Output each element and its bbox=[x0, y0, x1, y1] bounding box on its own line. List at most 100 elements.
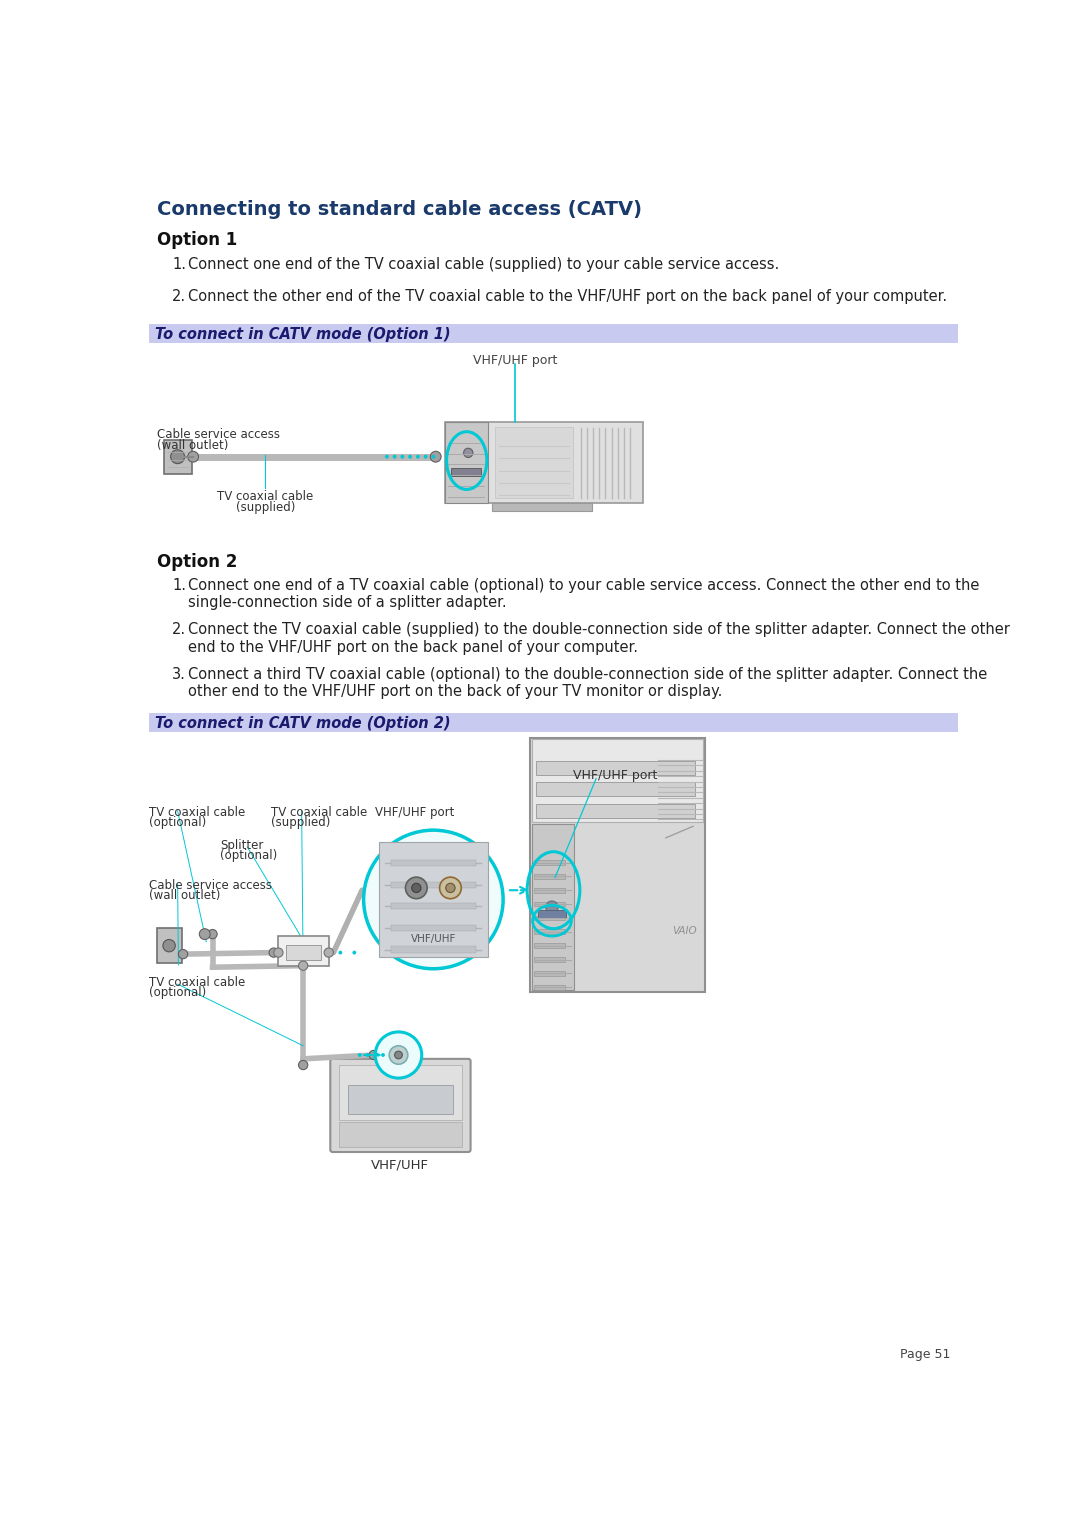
Text: TV coaxial cable: TV coaxial cable bbox=[271, 805, 367, 819]
Bar bbox=[157, 927, 181, 963]
Circle shape bbox=[374, 1053, 377, 1057]
Text: Connect one end of a TV coaxial cable (optional) to your cable service access. C: Connect one end of a TV coaxial cable (o… bbox=[188, 578, 980, 610]
Circle shape bbox=[463, 448, 473, 457]
Text: Option 2: Option 2 bbox=[157, 553, 238, 571]
Circle shape bbox=[394, 1051, 403, 1059]
Circle shape bbox=[545, 902, 558, 914]
Circle shape bbox=[408, 455, 413, 458]
Text: (supplied): (supplied) bbox=[271, 816, 330, 828]
Text: (supplied): (supplied) bbox=[235, 501, 295, 513]
Circle shape bbox=[352, 950, 356, 955]
Bar bbox=[391, 882, 476, 888]
Circle shape bbox=[298, 961, 308, 970]
Circle shape bbox=[423, 455, 428, 458]
Bar bbox=[538, 911, 566, 918]
Circle shape bbox=[381, 1053, 384, 1057]
Circle shape bbox=[375, 1031, 422, 1079]
Bar bbox=[537, 761, 696, 775]
Circle shape bbox=[200, 929, 211, 940]
Text: (optional): (optional) bbox=[149, 816, 206, 828]
Text: VHF/UHF port: VHF/UHF port bbox=[375, 805, 455, 819]
Bar bbox=[286, 944, 321, 960]
Circle shape bbox=[389, 1045, 408, 1063]
Circle shape bbox=[357, 1053, 362, 1057]
Text: (optional): (optional) bbox=[149, 987, 206, 999]
Text: Cable service access: Cable service access bbox=[157, 428, 280, 442]
Text: Connecting to standard cable access (CATV): Connecting to standard cable access (CAT… bbox=[157, 200, 642, 220]
Bar bbox=[535, 915, 565, 920]
Text: TV coaxial cable: TV coaxial cable bbox=[149, 805, 245, 819]
Text: 2.: 2. bbox=[172, 622, 187, 637]
Bar bbox=[445, 422, 488, 503]
Circle shape bbox=[298, 1060, 308, 1070]
Bar bbox=[149, 714, 958, 732]
Bar bbox=[535, 943, 565, 947]
Circle shape bbox=[171, 449, 185, 463]
Circle shape bbox=[430, 451, 441, 461]
Text: VAIO: VAIO bbox=[672, 926, 697, 937]
Text: VHF/UHF: VHF/UHF bbox=[410, 934, 456, 944]
Bar bbox=[491, 503, 592, 510]
Bar bbox=[535, 902, 565, 906]
Circle shape bbox=[163, 940, 175, 952]
Bar bbox=[537, 782, 696, 796]
Bar bbox=[496, 426, 572, 498]
Circle shape bbox=[440, 877, 461, 898]
Bar bbox=[391, 946, 476, 952]
Bar bbox=[535, 874, 565, 879]
Text: Connect a third TV coaxial cable (optional) to the double-connection side of the: Connect a third TV coaxial cable (option… bbox=[188, 666, 987, 700]
Bar bbox=[379, 842, 488, 957]
Text: Connect one end of the TV coaxial cable (supplied) to your cable service access.: Connect one end of the TV coaxial cable … bbox=[188, 257, 779, 272]
Circle shape bbox=[178, 949, 188, 958]
Bar bbox=[531, 824, 575, 990]
Circle shape bbox=[273, 947, 283, 957]
Text: Connect the TV coaxial cable (supplied) to the double-connection side of the spl: Connect the TV coaxial cable (supplied) … bbox=[188, 622, 1010, 654]
Bar bbox=[535, 972, 565, 976]
Bar bbox=[445, 422, 643, 503]
Bar bbox=[391, 903, 476, 909]
Text: Splitter: Splitter bbox=[220, 839, 264, 853]
Circle shape bbox=[416, 455, 420, 458]
Text: VHF/UHF port: VHF/UHF port bbox=[572, 769, 658, 781]
Circle shape bbox=[446, 883, 455, 892]
Circle shape bbox=[365, 1053, 369, 1057]
Text: VHF/UHF port: VHF/UHF port bbox=[473, 354, 557, 367]
Bar bbox=[339, 1065, 462, 1120]
Circle shape bbox=[431, 455, 435, 458]
Text: 2.: 2. bbox=[172, 289, 187, 304]
Circle shape bbox=[401, 455, 404, 458]
Circle shape bbox=[364, 830, 503, 969]
Circle shape bbox=[338, 950, 342, 955]
Bar bbox=[535, 888, 565, 892]
Text: (wall outlet): (wall outlet) bbox=[157, 439, 228, 452]
Circle shape bbox=[411, 883, 421, 892]
Bar bbox=[451, 468, 481, 475]
Text: Cable service access: Cable service access bbox=[149, 879, 272, 892]
Circle shape bbox=[179, 950, 187, 958]
Circle shape bbox=[188, 451, 199, 461]
FancyBboxPatch shape bbox=[330, 1059, 471, 1152]
Bar bbox=[535, 986, 565, 990]
Text: VHF/UHF: VHF/UHF bbox=[372, 1158, 429, 1172]
Circle shape bbox=[324, 947, 334, 957]
Text: 1.: 1. bbox=[172, 257, 186, 272]
Text: (wall outlet): (wall outlet) bbox=[149, 889, 220, 902]
Text: To connect in CATV mode (Option 1): To connect in CATV mode (Option 1) bbox=[156, 327, 450, 342]
Text: TV coaxial cable: TV coaxial cable bbox=[217, 490, 313, 503]
Bar bbox=[391, 924, 476, 931]
Circle shape bbox=[269, 947, 279, 957]
Circle shape bbox=[393, 455, 396, 458]
Bar bbox=[149, 324, 958, 342]
Text: To connect in CATV mode (Option 2): To connect in CATV mode (Option 2) bbox=[156, 717, 450, 732]
Bar bbox=[530, 738, 704, 992]
Bar bbox=[535, 929, 565, 934]
Bar bbox=[348, 1085, 453, 1114]
Bar bbox=[535, 860, 565, 865]
Text: 1.: 1. bbox=[172, 578, 186, 593]
Text: TV coaxial cable: TV coaxial cable bbox=[149, 976, 245, 990]
Circle shape bbox=[207, 929, 217, 938]
Text: Connect the other end of the TV coaxial cable to the VHF/UHF port on the back pa: Connect the other end of the TV coaxial … bbox=[188, 289, 947, 304]
Text: Page 51: Page 51 bbox=[900, 1348, 950, 1360]
Circle shape bbox=[405, 877, 428, 898]
Text: Option 1: Option 1 bbox=[157, 231, 237, 249]
